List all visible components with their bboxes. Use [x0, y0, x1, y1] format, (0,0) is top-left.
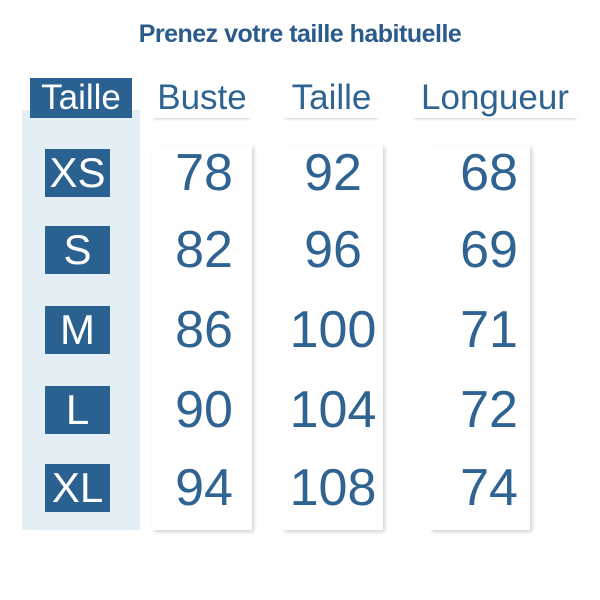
measure-value: 82	[175, 221, 233, 279]
column-card	[283, 145, 383, 530]
measure-value: 68	[460, 144, 518, 202]
measure-value: 100	[289, 301, 377, 359]
measure-value: 104	[289, 381, 377, 439]
header-cell: Taille	[30, 78, 132, 118]
measure-value: 90	[175, 381, 233, 439]
measure-value: 78	[175, 144, 233, 202]
measure-value: 86	[175, 301, 233, 359]
measure-value: 69	[460, 221, 518, 279]
size-label: XS	[45, 149, 110, 197]
measure-value: 108	[289, 459, 377, 517]
column-card	[152, 145, 252, 530]
measure-value: 74	[460, 459, 518, 517]
size-label: M	[45, 306, 110, 354]
header-cell: Buste	[152, 78, 252, 118]
measure-value: 92	[304, 144, 362, 202]
header-cell: Longueur	[412, 78, 578, 118]
size-label: S	[45, 226, 110, 274]
measure-value: 71	[460, 301, 518, 359]
measure-value: 96	[304, 221, 362, 279]
title: Prenez votre taille habituelle	[138, 20, 462, 48]
header-cell: Taille	[283, 78, 380, 118]
measure-value: 94	[175, 459, 233, 517]
measure-value: 72	[460, 381, 518, 439]
size-label: XL	[45, 464, 110, 512]
column-card	[430, 145, 530, 530]
size-label: L	[45, 386, 110, 434]
